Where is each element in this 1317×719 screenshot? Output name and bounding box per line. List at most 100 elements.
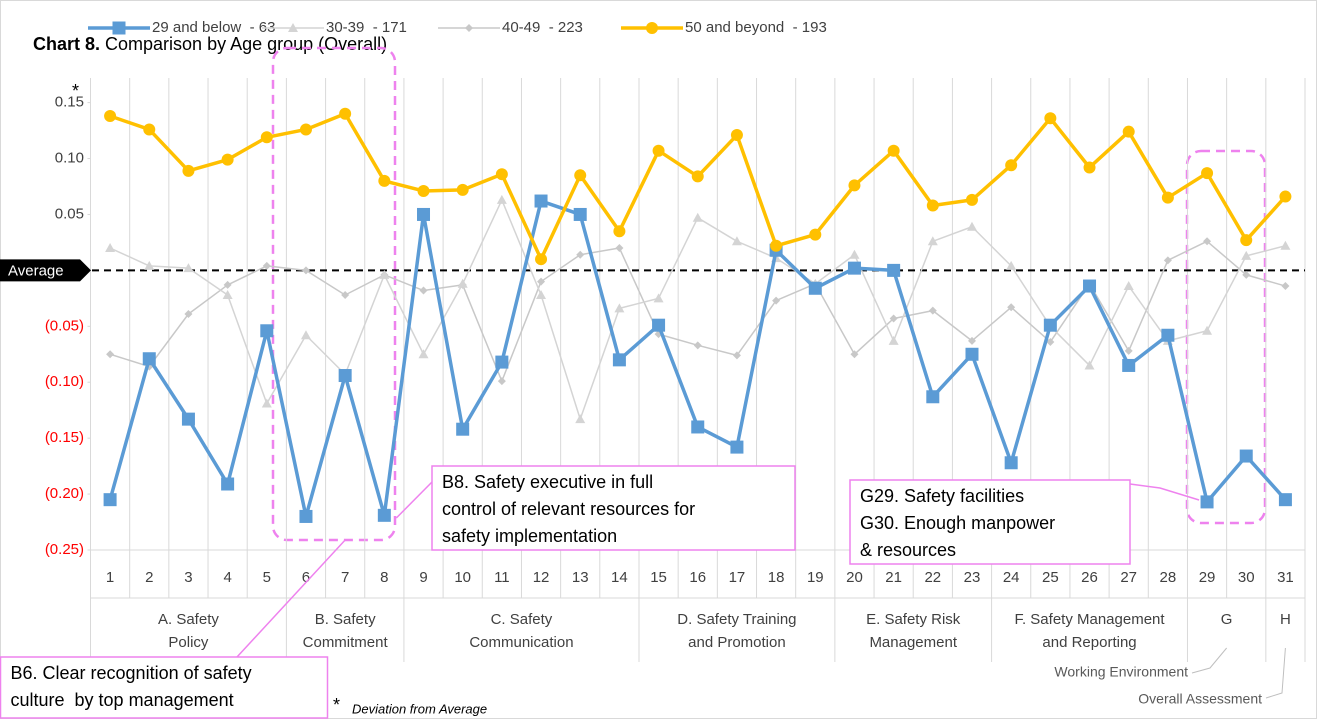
- marker: [887, 144, 900, 157]
- marker: [144, 260, 155, 270]
- marker: [1007, 303, 1016, 312]
- marker: [1281, 282, 1290, 291]
- x-tick-label: 8: [380, 569, 388, 586]
- group-note: Overall Assessment: [1138, 691, 1262, 707]
- leader-line: [1265, 647, 1286, 699]
- marker: [1043, 318, 1057, 332]
- marker: [534, 194, 548, 208]
- callout-box: [849, 479, 1131, 565]
- callout-text: control of relevant resources for: [442, 499, 695, 519]
- marker: [576, 250, 585, 259]
- marker: [732, 351, 741, 360]
- group-label: H: [1280, 611, 1291, 628]
- x-tick-label: 17: [729, 569, 746, 586]
- callout-text: & resources: [860, 540, 956, 560]
- marker: [457, 278, 468, 288]
- legend-marker: [465, 24, 473, 32]
- group-label: E. Safety Risk: [866, 611, 961, 628]
- marker: [1083, 161, 1096, 174]
- marker: [183, 263, 194, 273]
- x-tick-label: 6: [302, 569, 310, 586]
- marker: [182, 164, 195, 177]
- group-label: Management: [869, 634, 957, 651]
- marker: [928, 306, 937, 315]
- marker: [1122, 358, 1136, 372]
- marker: [1046, 337, 1055, 346]
- axis-note: *: [72, 81, 79, 101]
- callout-box: [0, 656, 329, 719]
- x-tick-label: 15: [650, 569, 667, 586]
- marker: [1123, 281, 1134, 291]
- x-tick-label: 5: [263, 569, 271, 586]
- marker: [419, 286, 428, 295]
- marker: [927, 236, 938, 246]
- marker: [299, 123, 312, 136]
- x-tick-label: 21: [885, 569, 902, 586]
- y-tick-label: 0.10: [55, 149, 84, 166]
- marker: [573, 207, 587, 221]
- marker: [1124, 346, 1133, 355]
- marker: [1241, 250, 1252, 260]
- footnote-mark: *: [333, 695, 340, 715]
- marker: [692, 212, 703, 222]
- group-label: D. Safety Training: [677, 611, 796, 628]
- group-label: Commitment: [303, 634, 389, 651]
- marker: [614, 303, 625, 313]
- marker: [184, 310, 193, 318]
- callout-box: [431, 465, 796, 551]
- marker: [417, 184, 430, 197]
- marker: [615, 244, 624, 253]
- marker: [301, 266, 310, 275]
- marker: [1083, 279, 1097, 293]
- average-badge: [0, 259, 91, 282]
- x-tick-label: 26: [1081, 569, 1098, 586]
- callout-text: B6. Clear recognition of safety: [11, 663, 252, 683]
- x-tick-label: 9: [419, 569, 427, 586]
- x-tick-label: 30: [1238, 569, 1255, 586]
- group-label: F. Safety Management: [1014, 611, 1165, 628]
- marker: [221, 153, 234, 166]
- marker: [1004, 456, 1018, 470]
- marker: [652, 144, 665, 157]
- legend-label: 40-49 - 223: [502, 19, 583, 36]
- x-tick-label: 19: [807, 569, 824, 586]
- y-tick-label: (0.05): [45, 317, 84, 334]
- legend-marker: [288, 23, 298, 32]
- marker: [497, 377, 506, 386]
- marker: [575, 414, 586, 424]
- x-tick-label: 29: [1199, 569, 1216, 586]
- group-label: A. Safety: [158, 611, 219, 628]
- y-tick-label: 0.05: [55, 205, 84, 222]
- marker: [1201, 167, 1214, 180]
- marker: [495, 168, 508, 181]
- marker: [535, 253, 548, 266]
- group-label: and Promotion: [688, 634, 786, 651]
- marker: [496, 194, 507, 204]
- marker: [495, 355, 509, 369]
- marker: [809, 228, 822, 241]
- marker: [772, 296, 781, 305]
- legend-label: 30-39 - 171: [326, 19, 407, 36]
- title-text: Comparison by Age group (Overall): [105, 34, 387, 54]
- marker: [300, 330, 311, 340]
- callout-text: G30. Enough manpower: [860, 513, 1055, 533]
- x-tick-label: 14: [611, 569, 628, 586]
- marker: [261, 398, 272, 408]
- marker: [1163, 256, 1172, 265]
- marker: [417, 207, 431, 221]
- marker: [103, 493, 117, 507]
- group-label: G: [1221, 611, 1233, 628]
- callout-text: culture by top management: [11, 690, 234, 710]
- marker: [730, 129, 743, 142]
- x-tick-label: 12: [533, 569, 550, 586]
- x-tick-label: 16: [689, 569, 706, 586]
- x-tick-label: 13: [572, 569, 589, 586]
- marker: [965, 193, 978, 206]
- leader-line: [236, 539, 346, 658]
- x-tick-label: 28: [1160, 569, 1177, 586]
- y-tick-label: (0.25): [45, 541, 84, 558]
- legend-label: 50 and beyond - 193: [685, 19, 827, 36]
- highlight-box: [271, 46, 397, 542]
- marker: [106, 350, 115, 359]
